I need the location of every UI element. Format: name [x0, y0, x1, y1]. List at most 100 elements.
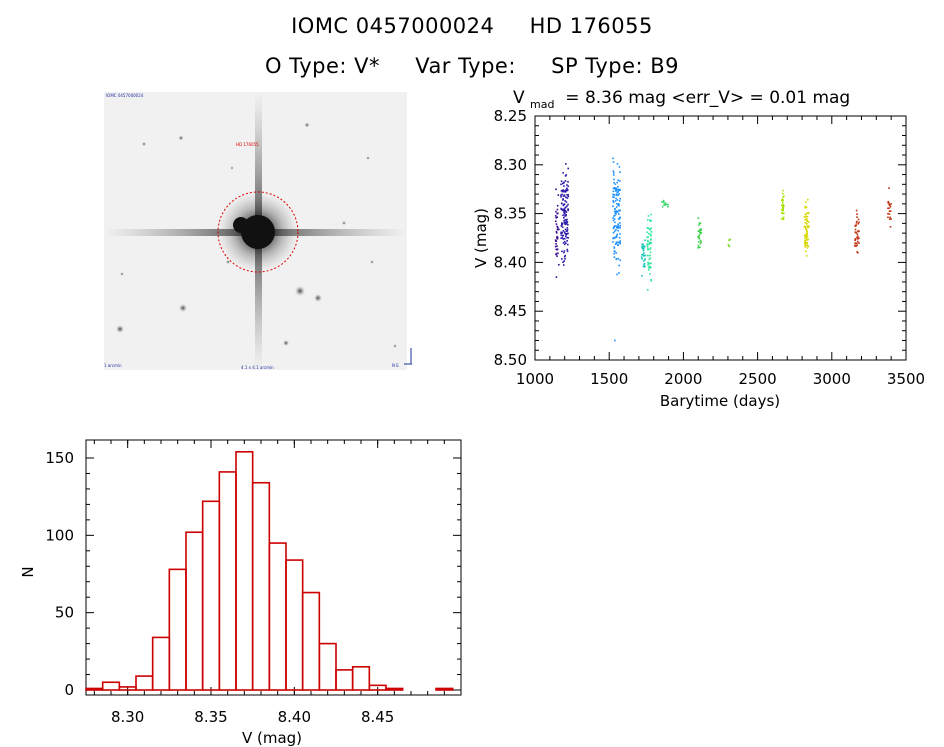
data-point — [804, 245, 806, 248]
data-point — [782, 203, 785, 206]
spectral-type: SP Type: B9 — [551, 54, 680, 78]
data-point — [699, 222, 702, 225]
data-point — [805, 244, 807, 246]
data-point — [698, 234, 701, 236]
data-point — [563, 260, 565, 262]
data-point — [562, 198, 564, 200]
data-point — [613, 218, 616, 220]
data-point — [614, 183, 617, 185]
data-point — [662, 201, 664, 203]
data-point — [563, 240, 566, 243]
data-point — [615, 225, 618, 228]
data-point — [804, 239, 806, 242]
data-point — [647, 249, 649, 251]
data-point — [661, 205, 664, 208]
histogram-bars — [85, 451, 454, 691]
data-point — [617, 211, 619, 213]
data-point — [555, 188, 557, 191]
data-point — [565, 230, 568, 232]
data-point — [888, 213, 891, 215]
data-point — [557, 226, 559, 229]
data-point — [556, 236, 559, 238]
data-point — [782, 207, 784, 210]
data-point — [887, 201, 890, 204]
data-point — [565, 174, 567, 176]
data-point — [728, 239, 730, 241]
data-point — [648, 228, 651, 230]
histogram-plot-frame — [85, 439, 462, 696]
data-point — [854, 242, 856, 245]
data-point — [562, 204, 565, 207]
data-point — [563, 216, 565, 219]
data-point — [782, 218, 785, 221]
data-point — [805, 235, 808, 238]
data-point — [564, 191, 567, 193]
data-point — [644, 245, 646, 248]
data-point — [647, 227, 649, 230]
histogram-bar — [85, 687, 104, 691]
x-tick-label: 8.35 — [194, 708, 227, 726]
data-point — [618, 209, 620, 212]
field-star — [179, 304, 187, 312]
data-point — [649, 248, 651, 251]
data-point — [700, 241, 702, 243]
data-point — [555, 276, 558, 278]
x-tick-label: 2500 — [739, 370, 777, 388]
data-point — [616, 226, 619, 228]
data-point — [560, 190, 563, 192]
variability-type: Var Type: — [415, 54, 516, 78]
data-point — [612, 219, 615, 222]
data-point — [565, 220, 568, 222]
light-curve-axes: 1000 1500 2000 2500 3000 3500 8.25 8.30 8.35 8.40… — [494, 107, 926, 388]
data-point — [615, 213, 617, 215]
data-point — [697, 235, 700, 238]
data-point — [566, 205, 568, 207]
data-point — [566, 248, 569, 251]
data-point — [889, 225, 892, 228]
data-point — [641, 247, 644, 250]
histogram-bar — [301, 591, 321, 691]
data-point — [563, 243, 566, 246]
data-point — [615, 235, 618, 237]
histogram-bar — [185, 531, 204, 691]
data-point — [646, 243, 648, 245]
data-point — [619, 171, 621, 173]
data-point — [646, 245, 649, 248]
data-point — [612, 237, 614, 240]
image-label-bottom-center: 4.1 x 4.1 arcmin — [241, 365, 274, 370]
data-point — [614, 225, 616, 227]
data-point — [619, 242, 622, 245]
data-point — [663, 201, 665, 203]
data-point — [566, 189, 569, 192]
data-point — [561, 258, 563, 260]
data-point — [612, 196, 614, 198]
x-tick-label: 8.40 — [278, 708, 311, 726]
image-label-bottom-left: 1 arcmin — [104, 363, 122, 368]
data-point — [615, 206, 618, 208]
field-star — [342, 221, 346, 225]
data-point — [612, 199, 614, 202]
data-point — [646, 289, 649, 291]
data-point — [563, 185, 565, 187]
data-point — [646, 244, 649, 246]
data-point — [699, 231, 701, 234]
data-point — [561, 226, 564, 228]
data-point — [649, 257, 652, 260]
data-point — [649, 273, 651, 275]
data-point — [617, 229, 619, 232]
data-point — [641, 274, 643, 277]
histogram-bar — [268, 542, 287, 691]
data-point — [806, 220, 808, 222]
data-point — [560, 231, 563, 234]
light-curve-y-label: V (mag) — [472, 208, 490, 268]
data-point — [566, 243, 569, 246]
data-point — [617, 190, 620, 193]
data-point — [804, 205, 806, 208]
light-curve-title: V mad = 8.36 mag <err_V> = 0.01 mag — [513, 88, 850, 113]
data-point — [806, 231, 808, 233]
histogram-x-label: V (mag) — [242, 729, 302, 747]
y-tick-label: 8.50 — [494, 351, 527, 369]
data-point — [555, 230, 558, 233]
data-point — [857, 238, 859, 240]
data-point — [729, 238, 731, 241]
